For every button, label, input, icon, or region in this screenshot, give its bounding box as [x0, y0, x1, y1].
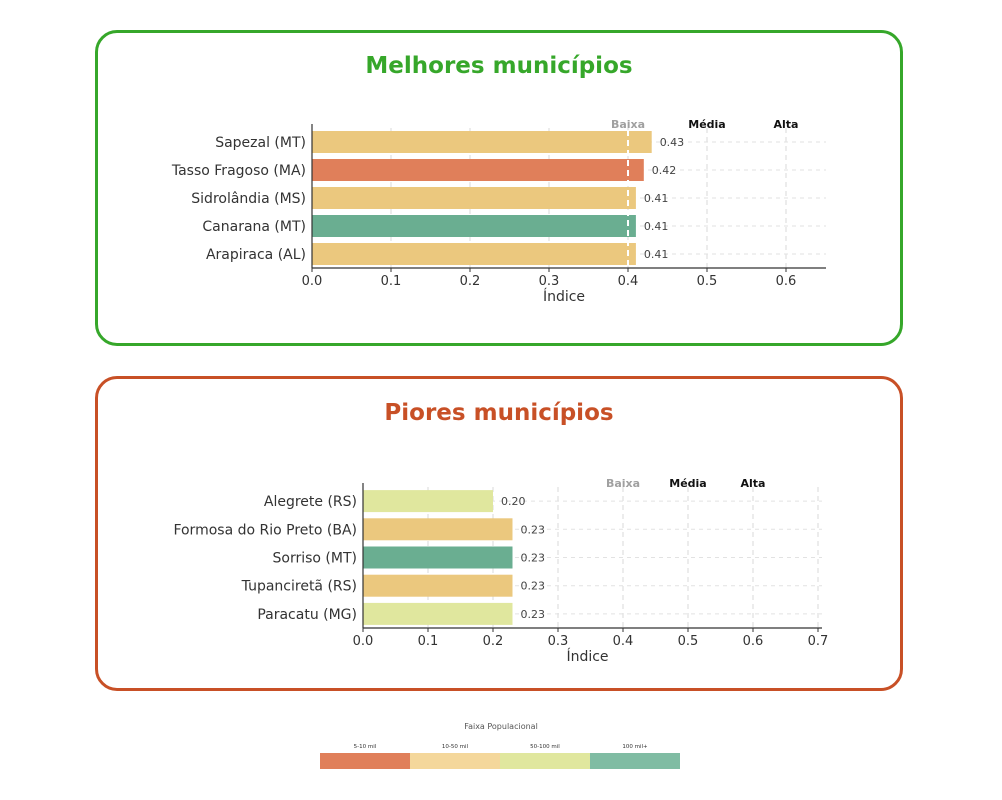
value-label: 0.20	[501, 495, 526, 508]
bar	[312, 215, 636, 237]
x-tick-label: 0.5	[697, 274, 718, 289]
value-label: 0.23	[521, 608, 546, 621]
x-tick-label: 0.1	[418, 634, 439, 649]
legend-label: 50-100 mil	[530, 744, 560, 750]
band-label: Baixa	[606, 477, 640, 490]
legend-label: 5-10 mil	[353, 744, 377, 750]
best-panel-title: Melhores municípios	[365, 53, 633, 79]
x-tick-label: 0.0	[353, 634, 374, 649]
x-tick-label: 0.1	[381, 274, 402, 289]
legend-item: 50-100 mil	[500, 744, 590, 770]
x-tick-label: 0.4	[618, 274, 639, 289]
legend-item: 5-10 mil	[320, 744, 410, 770]
x-tick-label: 0.4	[613, 634, 634, 649]
category-label: Canarana (MT)	[202, 219, 306, 235]
x-tick-label: 0.3	[539, 274, 560, 289]
band-label: Alta	[741, 477, 766, 490]
bar	[312, 159, 644, 181]
legend-swatch	[590, 753, 680, 769]
worst-panel-title: Piores municípios	[384, 400, 614, 426]
category-label: Paracatu (MG)	[257, 607, 357, 623]
x-tick-label: 0.6	[743, 634, 764, 649]
value-label: 0.41	[644, 220, 669, 233]
legend-swatch	[500, 753, 590, 769]
worst-municipalities-panel: Piores municípios	[95, 376, 903, 691]
bar	[312, 187, 636, 209]
population-legend: Faixa Populacional 5-10 mil 10-50 mil 50…	[320, 720, 682, 770]
x-tick-label: 0.6	[776, 274, 797, 289]
x-tick-label: 0.5	[678, 634, 699, 649]
legend-swatch	[410, 753, 500, 769]
category-label: Tasso Fragoso (MA)	[171, 163, 306, 179]
value-label: 0.23	[521, 580, 546, 593]
legend-item: 10-50 mil	[410, 744, 500, 770]
category-label: Sapezal (MT)	[215, 135, 306, 151]
x-tick-label: 0.2	[483, 634, 504, 649]
value-label: 0.43	[660, 136, 685, 149]
x-axis-label: Índice	[543, 288, 585, 305]
legend-label: 10-50 mil	[441, 744, 469, 750]
category-label: Sorriso (MT)	[273, 551, 357, 567]
legend-label: 100 mil+	[622, 744, 648, 750]
x-tick-label: 0.2	[460, 274, 481, 289]
category-label: Sidrolândia (MS)	[191, 191, 306, 207]
x-tick-label: 0.3	[548, 634, 569, 649]
category-label: Alegrete (RS)	[264, 494, 357, 510]
legend-title: Faixa Populacional	[464, 722, 538, 731]
x-axis-label: Índice	[566, 648, 608, 665]
value-label: 0.41	[644, 192, 669, 205]
band-label: Média	[688, 118, 725, 131]
legend-swatch	[320, 753, 410, 769]
band-label: Alta	[774, 118, 799, 131]
value-label: 0.23	[521, 552, 546, 565]
x-tick-label: 0.7	[808, 634, 829, 649]
value-label: 0.41	[644, 248, 669, 261]
category-label: Arapiraca (AL)	[206, 247, 306, 263]
category-label: Formosa do Rio Preto (BA)	[173, 522, 357, 538]
value-label: 0.23	[521, 523, 546, 536]
legend-item: 100 mil+	[590, 744, 680, 770]
bar	[363, 490, 493, 513]
bar	[312, 243, 636, 265]
bar	[363, 574, 513, 597]
bar	[363, 602, 513, 625]
band-label: Baixa	[611, 118, 645, 131]
value-label: 0.42	[652, 164, 677, 177]
category-label: Tupanciretã (RS)	[241, 579, 357, 595]
band-label: Média	[669, 477, 706, 490]
bar	[363, 518, 513, 541]
bar	[363, 546, 513, 569]
x-tick-label: 0.0	[302, 274, 323, 289]
best-municipalities-panel: Melhores municípios	[95, 30, 903, 346]
bar	[312, 131, 652, 153]
